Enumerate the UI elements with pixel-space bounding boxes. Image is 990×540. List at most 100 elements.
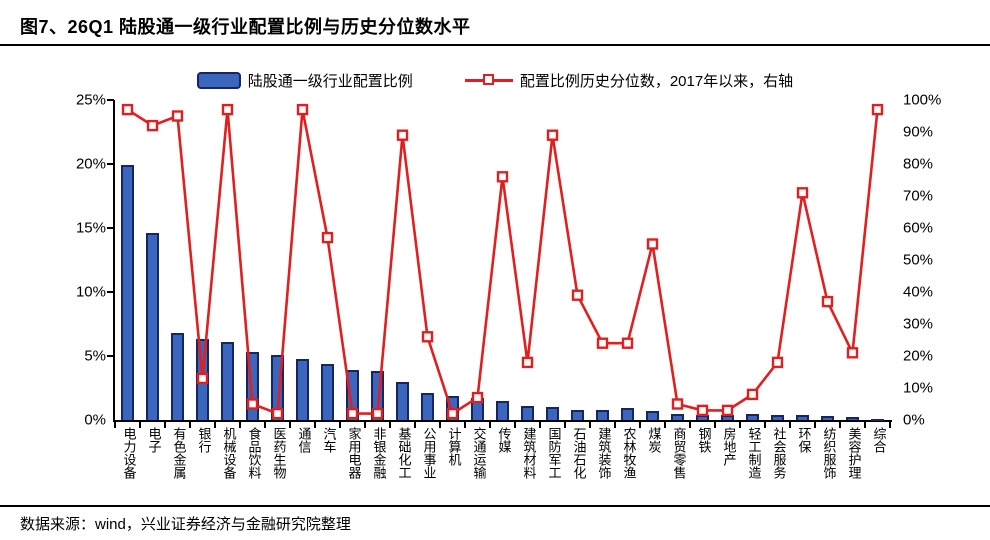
x-category-label: 医药生物: [271, 427, 287, 479]
line-marker: [671, 398, 684, 410]
right-axis-tick-label: 70%: [903, 187, 934, 205]
left-axis-tick: [107, 99, 114, 101]
x-category-label: 家用电器: [346, 427, 362, 479]
percentile-line: [126, 108, 879, 416]
bottom-axis-tick: [814, 422, 816, 428]
line-marker: [846, 347, 859, 359]
line-marker: [771, 356, 784, 369]
bar: [546, 407, 559, 420]
x-category-label: 电子: [146, 427, 162, 453]
line-marker: [221, 103, 234, 116]
line-swatch-icon: [464, 73, 513, 88]
bottom-axis-tick: [189, 422, 191, 428]
bar: [496, 400, 509, 420]
x-category-label: 非银金融: [371, 427, 387, 479]
x-category-label: 建筑装饰: [596, 427, 612, 479]
line-marker: [521, 356, 534, 369]
bottom-axis-tick: [339, 422, 341, 428]
bottom-axis-tick: [214, 422, 216, 428]
legend-item-allocation: 陆股通一级行业配置比例: [196, 70, 413, 91]
x-category-label: 机械设备: [221, 427, 237, 479]
x-category-label: 有色金属: [171, 427, 187, 479]
legend-bar-label: 陆股通一级行业配置比例: [247, 73, 413, 90]
x-category-label: 农林牧渔: [621, 427, 637, 479]
bar: [596, 409, 609, 420]
bar: [146, 233, 159, 420]
line-marker: [246, 398, 259, 410]
line-marker: [821, 295, 834, 308]
bottom-axis-tick: [664, 422, 666, 428]
x-category-label: 社会服务: [771, 427, 787, 479]
x-category-label: 计算机: [446, 427, 462, 466]
bar: [571, 409, 584, 420]
line-marker: [746, 388, 759, 401]
line-marker: [296, 103, 309, 116]
line-marker: [446, 407, 459, 420]
bottom-axis-tick: [589, 422, 591, 428]
left-axis-tick: [107, 291, 114, 293]
line-marker: [596, 337, 609, 349]
line-marker: [371, 407, 384, 420]
x-category-label: 商贸零售: [671, 427, 687, 479]
bar: [846, 417, 859, 420]
bottom-axis-tick: [889, 422, 891, 428]
title-rule: [0, 44, 990, 46]
bar: [171, 332, 184, 420]
bar-swatch-icon: [196, 72, 241, 89]
x-category-label: 国防军工: [546, 427, 562, 479]
source-rule: [0, 505, 990, 507]
bottom-axis-tick: [314, 422, 316, 428]
bottom-axis-tick: [489, 422, 491, 428]
x-category-label: 钢铁: [696, 427, 712, 453]
line-marker: [171, 110, 184, 122]
bar: [871, 418, 884, 421]
bottom-axis-tick: [114, 422, 116, 428]
bottom-axis-tick: [839, 422, 841, 428]
line-marker: [871, 103, 884, 116]
legend-item-percentile: 配置比例历史分位数，2017年以来，右轴: [464, 70, 793, 91]
right-axis-tick-label: 40%: [903, 283, 934, 301]
bottom-axis-tick: [439, 422, 441, 428]
bottom-axis-tick: [414, 422, 416, 428]
bottom-axis-tick: [364, 422, 366, 428]
figure-title: 图7、26Q1 陆股通一级行业配置比例与历史分位数水平: [20, 17, 471, 37]
bottom-axis-line: [113, 420, 892, 422]
bar: [521, 405, 534, 420]
line-marker: [121, 103, 134, 116]
bar: [421, 393, 434, 420]
line-marker: [146, 119, 159, 132]
bar: [646, 411, 659, 420]
x-category-label: 传媒: [496, 427, 512, 453]
bar: [796, 414, 809, 420]
x-category-label: 美容护理: [846, 427, 862, 479]
x-category-label: 汽车: [321, 427, 337, 453]
x-category-label: 纺织服饰: [821, 427, 837, 479]
right-axis-tick-label: 100%: [903, 91, 942, 109]
bottom-axis-tick: [464, 422, 466, 428]
line-marker: [621, 337, 634, 349]
bar: [321, 363, 334, 420]
bottom-axis-tick: [539, 422, 541, 428]
right-axis-tick-label: 20%: [903, 347, 934, 365]
x-category-label: 交通运输: [471, 427, 487, 479]
left-axis-tick: [107, 355, 114, 357]
x-category-label: 环保: [796, 427, 812, 453]
left-axis-tick-label: 5%: [84, 347, 106, 365]
bar: [671, 413, 684, 420]
bar: [821, 416, 834, 420]
right-axis-tick-label: 30%: [903, 315, 934, 333]
bar: [771, 414, 784, 420]
left-axis-tick-label: 10%: [75, 283, 106, 301]
line-marker: [196, 372, 209, 385]
x-category-label: 银行: [196, 427, 212, 453]
x-category-label: 基础化工: [396, 427, 412, 479]
bottom-axis-tick: [164, 422, 166, 428]
line-marker: [546, 129, 559, 141]
x-category-label: 房地产: [721, 427, 737, 466]
bar: [746, 413, 759, 420]
x-category-label: 建筑材料: [521, 427, 537, 479]
line-marker: [346, 407, 359, 420]
right-axis-tick-label: 10%: [903, 379, 934, 397]
left-axis-tick-label: 20%: [75, 155, 106, 173]
